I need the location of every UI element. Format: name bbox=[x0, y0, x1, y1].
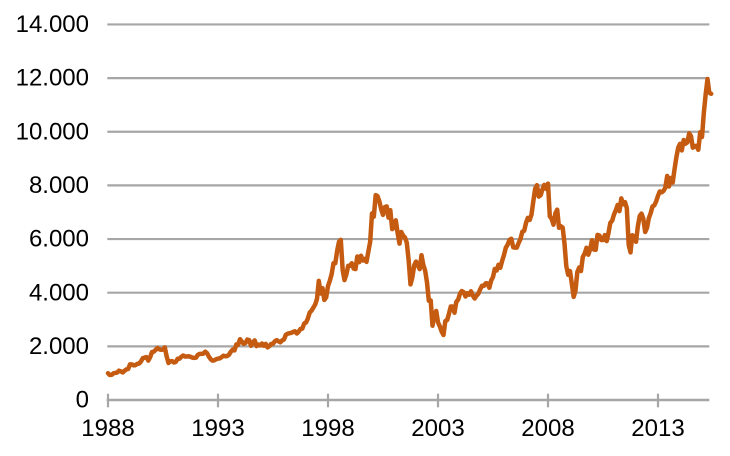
svg-text:2.000: 2.000 bbox=[29, 333, 89, 360]
svg-text:2013: 2013 bbox=[631, 415, 684, 442]
svg-text:1988: 1988 bbox=[81, 415, 134, 442]
svg-text:12.000: 12.000 bbox=[16, 65, 89, 92]
svg-text:2008: 2008 bbox=[521, 415, 574, 442]
svg-text:2003: 2003 bbox=[411, 415, 464, 442]
svg-text:6.000: 6.000 bbox=[29, 226, 89, 253]
svg-text:14.000: 14.000 bbox=[16, 11, 89, 38]
svg-text:10.000: 10.000 bbox=[16, 118, 89, 145]
svg-text:8.000: 8.000 bbox=[29, 172, 89, 199]
svg-text:4.000: 4.000 bbox=[29, 279, 89, 306]
svg-text:1998: 1998 bbox=[301, 415, 354, 442]
svg-text:1993: 1993 bbox=[191, 415, 244, 442]
svg-text:0: 0 bbox=[76, 387, 89, 414]
